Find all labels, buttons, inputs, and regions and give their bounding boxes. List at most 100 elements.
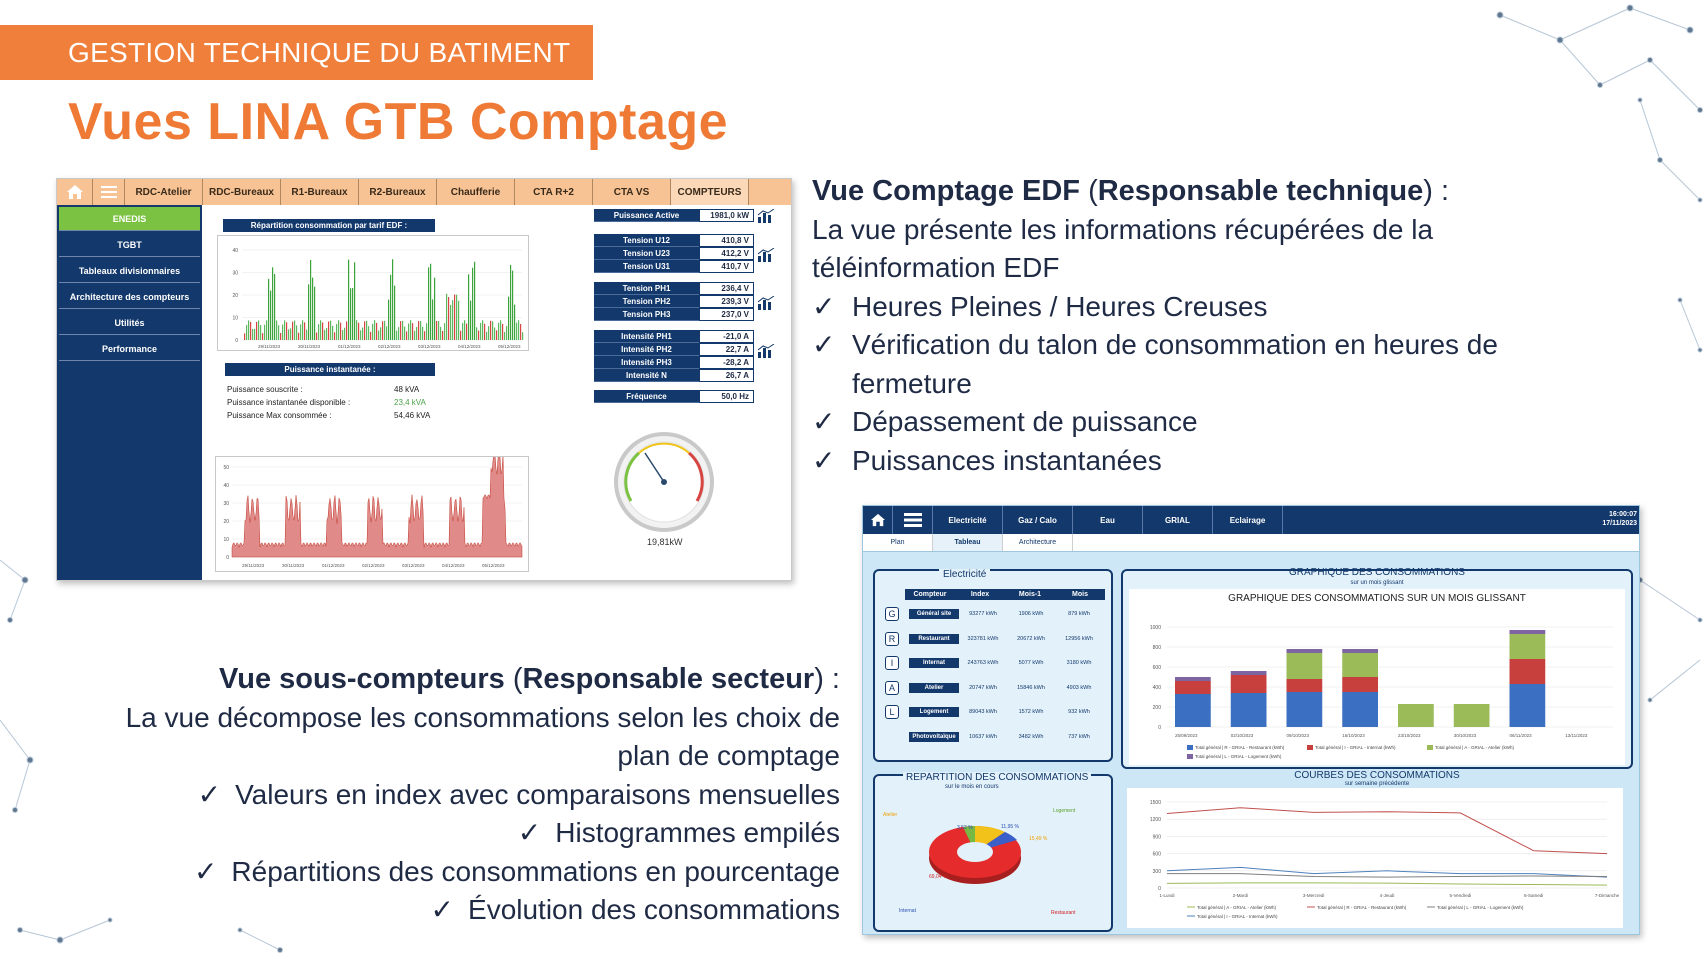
electricity-table-panel: Electricité Compteur Index Mois-1 Mois G…: [873, 569, 1113, 762]
sidebar-item-tableaux[interactable]: Tableaux divisionnaires: [59, 259, 200, 283]
edf-sidebar: ENEDIS TGBT Tableaux divisionnaires Arch…: [57, 205, 202, 580]
subtab-tableau[interactable]: Tableau: [933, 534, 1003, 551]
bar-segment: [1230, 675, 1267, 693]
home-icon[interactable]: [863, 506, 893, 534]
table-row[interactable]: Photovoltaïque 10637 kWh 3482 kWh 737 kWh: [885, 728, 1115, 746]
chart-icon[interactable]: [757, 247, 775, 262]
sidebar-item-utilites[interactable]: Utilités: [59, 311, 200, 335]
meter-prev-month: 3482 kWh: [1018, 733, 1044, 740]
histogram-bar: [480, 322, 482, 340]
home-icon[interactable]: [57, 179, 93, 205]
histogram-bar: [324, 329, 326, 340]
meter-letter-icon: L: [885, 705, 899, 719]
sidebar-item-enedis[interactable]: ENEDIS: [59, 207, 200, 231]
histogram-bar: [276, 320, 278, 340]
bar-segment: [1509, 634, 1546, 659]
x-tick-label: 5-Vendredi: [1449, 893, 1471, 898]
tab-gaz-calo[interactable]: Gaz / Calo: [1003, 506, 1073, 534]
tab-grial[interactable]: GRIAL: [1143, 506, 1213, 534]
histogram-bar: [348, 259, 350, 340]
meter-index: 20747 kWh: [969, 684, 997, 691]
histogram-bar: [370, 331, 372, 340]
y-tick-label: 200: [1153, 705, 1162, 711]
chart-icon[interactable]: [757, 295, 775, 310]
x-tick-label: 01/12/2023: [322, 563, 345, 568]
tab-rdc-atelier[interactable]: RDC-Atelier: [125, 179, 203, 205]
x-tick-label: 30/11/2023: [282, 563, 305, 568]
tab-cta-r2[interactable]: CTA R+2: [515, 179, 593, 205]
sidebar-item-tgbt[interactable]: TGBT: [59, 233, 200, 257]
y-tick-label: 20: [232, 293, 238, 299]
histogram-bar: [316, 332, 318, 340]
tab-eau[interactable]: Eau: [1073, 506, 1143, 534]
histogram-bar: [438, 321, 440, 340]
y-tick-label: 30: [232, 271, 238, 277]
histogram-bar: [290, 328, 292, 340]
histogram-bar: [452, 300, 454, 340]
sub-item: ✓ Répartitions des consommations en pourc…: [60, 853, 840, 892]
histogram-bar: [424, 331, 426, 340]
table-row[interactable]: A Atelier 20747 kWh 15846 kWh 4903 kWh: [885, 679, 1115, 697]
histogram-bar: [414, 330, 416, 340]
table-row[interactable]: I Internat 243763 kWh 5077 kWh 3180 kWh: [885, 654, 1115, 672]
tab-eclairage[interactable]: Eclairage: [1213, 506, 1283, 534]
tab-chaufferie[interactable]: Chaufferie: [437, 179, 515, 205]
x-tick-label: 02/10/2023: [1231, 733, 1254, 738]
chart-icon[interactable]: [757, 208, 775, 223]
measure-value: 412,2 V: [699, 247, 754, 260]
pie-name-atelier: Atelier: [883, 812, 898, 818]
meter-prev-month: 1572 kWh: [1018, 709, 1044, 715]
tab-electricite[interactable]: Electricité: [933, 506, 1003, 534]
tab-r2-bureaux[interactable]: R2-Bureaux: [359, 179, 437, 205]
histogram-bar: [310, 259, 312, 340]
histogram-bar: [404, 326, 406, 340]
histogram-bar: [440, 326, 442, 340]
chart-icon[interactable]: [757, 343, 775, 358]
check-icon: ✓: [812, 406, 836, 437]
measure-value: 236,4 V: [699, 282, 754, 295]
sub-heading: Vue sous-compteurs (Responsable secteur)…: [60, 660, 840, 699]
bar-segment: [1342, 677, 1378, 692]
table-row[interactable]: L Logement 89043 kWh 1572 kWh 932 kWh: [885, 703, 1115, 721]
tarif-chart: 40 30 20 10 0 29/11/2023 30/11/2023 01/12/2023 0…: [217, 235, 529, 351]
histogram-bar: [352, 287, 354, 340]
x-tick-label: 7-Dimanche: [1595, 893, 1620, 898]
table-row[interactable]: G Général site 93277 kWh 1906 kWh 879 kWh: [885, 605, 1115, 623]
y-tick-label: 0: [226, 555, 229, 561]
y-tick-label: 0: [1158, 886, 1161, 892]
edf-item-text: Heures Pleines / Heures Creuses: [852, 290, 1268, 322]
subtab-plan[interactable]: Plan: [863, 534, 933, 551]
tab-compteurs[interactable]: COMPTEURS: [671, 179, 749, 205]
meter-name: Restaurant: [909, 633, 959, 644]
histogram-bar: [272, 267, 274, 340]
histogram-bar: [436, 320, 438, 340]
tab-cta-vs[interactable]: CTA VS: [593, 179, 671, 205]
subtab-architecture[interactable]: Architecture: [1003, 534, 1073, 551]
measure-label: Intensité PH3: [594, 356, 699, 369]
bar-segment: [1342, 649, 1378, 653]
power-gauge: [609, 427, 719, 537]
measure-row: Intensité PH2 22,7 A: [594, 343, 754, 356]
x-tick-label: 3-Mercredi: [1303, 893, 1325, 898]
sidebar-item-performance[interactable]: Performance: [59, 337, 200, 361]
measure-value: 410,7 V: [699, 260, 754, 273]
histogram-bar: [420, 320, 422, 340]
histogram-bar: [346, 321, 348, 340]
meter-letter-icon: I: [885, 656, 899, 670]
bar-segment: [1175, 681, 1211, 694]
curves-subtitle: sur semaine précédente: [1344, 781, 1410, 787]
section-banner: GESTION TECHNIQUE DU BATIMENT: [0, 25, 593, 80]
measure-row: Tension U12 410,8 V: [594, 234, 754, 247]
bar-segment: [1286, 649, 1323, 653]
histogram-bar: [418, 321, 420, 340]
edf-item-text: Vérification du talon de consommation en…: [852, 329, 1498, 399]
menu-icon[interactable]: [893, 506, 933, 534]
tab-r1-bureaux[interactable]: R1-Bureaux: [281, 179, 359, 205]
menu-icon[interactable]: [93, 179, 125, 205]
curve-line: [1166, 866, 1608, 878]
inst-label-3: Puissance Max consommée :: [227, 411, 332, 420]
sidebar-item-architecture[interactable]: Architecture des compteurs: [59, 285, 200, 309]
table-row[interactable]: R Restaurant 323781 kWh 20672 kWh 12956 kWh: [885, 630, 1115, 648]
meter-name: Général site: [909, 609, 959, 619]
tab-rdc-bureaux[interactable]: RDC-Bureaux: [203, 179, 281, 205]
